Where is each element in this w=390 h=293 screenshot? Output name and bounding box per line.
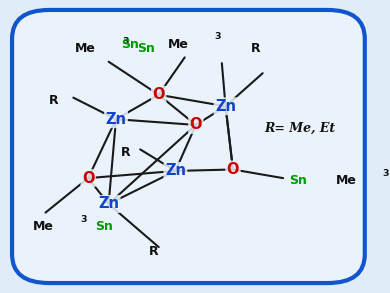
Text: O: O — [190, 117, 202, 132]
Text: R: R — [121, 146, 131, 159]
Text: Sn: Sn — [289, 175, 307, 188]
Text: 3: 3 — [382, 169, 389, 178]
Text: Sn: Sn — [121, 38, 139, 51]
Text: Me: Me — [168, 38, 189, 51]
Text: R= Me, Et: R= Me, Et — [264, 121, 335, 134]
Text: Sn: Sn — [137, 42, 155, 55]
Text: R: R — [149, 245, 158, 258]
Text: 3: 3 — [122, 37, 128, 45]
Text: 3: 3 — [215, 32, 221, 41]
Text: R: R — [251, 42, 261, 55]
Text: Sn: Sn — [95, 221, 113, 234]
Text: Me: Me — [75, 42, 96, 55]
Text: Zn: Zn — [98, 197, 119, 212]
Text: O: O — [82, 171, 94, 186]
Text: O: O — [152, 87, 165, 102]
Text: O: O — [227, 162, 239, 177]
Text: Zn: Zn — [106, 112, 126, 127]
Text: Zn: Zn — [215, 99, 236, 114]
FancyBboxPatch shape — [12, 10, 365, 283]
Text: 3: 3 — [80, 215, 87, 224]
Text: Me: Me — [335, 175, 356, 188]
Text: Zn: Zn — [165, 163, 186, 178]
Text: Me: Me — [33, 221, 54, 234]
Text: R: R — [49, 94, 58, 107]
